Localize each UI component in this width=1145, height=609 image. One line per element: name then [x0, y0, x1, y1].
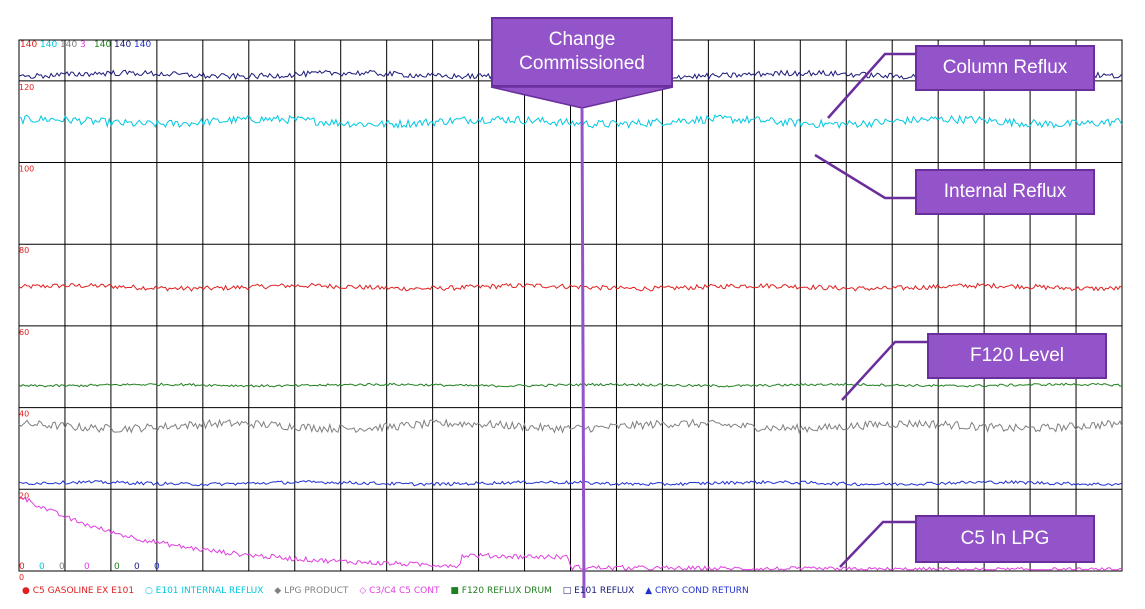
c5-in-lpg-label: C5 In LPG: [960, 528, 1050, 549]
chart-legend: ● C5 GASOLINE EX E101 ○ E101 INTERNAL RE…: [22, 586, 757, 596]
left-scale-tick: 60: [19, 328, 29, 337]
left-scale-tick: 100: [19, 165, 34, 174]
annotation-leaders: [490, 52, 927, 599]
c5-in-lpg-callout: C5 In LPG: [915, 515, 1095, 563]
top-range-label: 140: [94, 40, 111, 50]
annotation-leader: [814, 153, 915, 200]
series-line-f120-reflux-drum: [18, 382, 1123, 388]
left-scale-tick: 80: [19, 246, 29, 255]
change-commissioned-label: Change Commissioned: [519, 29, 645, 74]
change-commissioned-callout: Change Commissioned: [491, 17, 673, 87]
legend-marker-cryo-cond-return: ▲: [645, 586, 653, 596]
legend-item-c3c4-c5-cont[interactable]: ◇ C3/C4 C5 CONT: [359, 586, 442, 596]
legend-marker-internal-reflux: ○: [144, 586, 153, 596]
change-pointer: [490, 86, 674, 109]
internal-reflux-label: Internal Reflux: [943, 181, 1067, 202]
legend-label-cryo-cond-return: CRYO COND RETURN: [654, 586, 749, 596]
legend-item-lpg-product[interactable]: ◆ LPG PRODUCT: [274, 586, 351, 596]
change-marker-line: [580, 107, 586, 599]
legend-marker-f120-reflux-drum: ■: [450, 586, 459, 596]
legend-marker-c5-gasoline: ●: [22, 586, 30, 596]
f120-level-label: F120 Level: [969, 345, 1064, 366]
legend-label-e101-reflux: E101 REFLUX: [574, 586, 635, 596]
annotation-leader: [827, 52, 915, 119]
legend-marker-c3c4-c5-cont: ◇: [359, 586, 367, 596]
bottom-range-label: 0: [114, 562, 120, 572]
bottom-range-label: 0: [154, 562, 160, 572]
legend-label-f120-reflux-drum: F120 REFLUX DRUM: [461, 586, 552, 596]
series-line-lpg-product: [18, 418, 1123, 435]
left-scale-tick: 40: [19, 410, 29, 419]
bottom-range-label: 0: [134, 562, 140, 572]
top-range-label: 140: [134, 40, 151, 50]
left-scale-tick: 20: [19, 491, 29, 500]
bottom-range-label: 0: [84, 562, 90, 572]
legend-label-c3c4-c5-cont: C3/C4 C5 CONT: [369, 586, 440, 596]
top-range-label: 140: [40, 40, 57, 50]
bottom-range-label: 0: [59, 562, 65, 572]
series-line-c5-gasoline-ex-e101: [18, 282, 1123, 292]
top-range-label: 3: [80, 40, 86, 50]
legend-marker-e101-reflux: □: [562, 586, 572, 596]
legend-item-c5-gasoline[interactable]: ● C5 GASOLINE EX E101: [22, 586, 137, 596]
column-reflux-callout: Column Reflux: [915, 45, 1095, 91]
legend-label-c5-gasoline: C5 GASOLINE EX E101: [32, 586, 135, 596]
series-line-c3-c4-c5-cont: [18, 496, 1123, 571]
left-scale-tick: 120: [19, 83, 34, 92]
top-range-label: 140: [20, 40, 37, 50]
series-line-cryo-cond-return: [18, 479, 1123, 487]
chart-grid: [18, 39, 1123, 572]
annotation-leader: [839, 520, 915, 568]
bottom-range-label: 0: [39, 562, 45, 572]
internal-reflux-callout: Internal Reflux: [915, 169, 1095, 215]
legend-label-lpg-product: LPG PRODUCT: [284, 586, 349, 596]
column-reflux-label: Column Reflux: [942, 57, 1068, 78]
top-range-label: 140: [114, 40, 131, 50]
legend-item-e101-reflux[interactable]: □ E101 REFLUX: [563, 586, 637, 596]
f120-level-callout: F120 Level: [927, 333, 1107, 379]
left-scale-tick: 0: [19, 573, 24, 582]
annotation-leader: [841, 340, 927, 401]
legend-label-internal-reflux: E101 INTERNAL REFLUX: [155, 586, 264, 596]
top-range-label: 140: [60, 40, 77, 50]
legend-item-internal-reflux[interactable]: ○ E101 INTERNAL REFLUX: [145, 586, 266, 596]
legend-item-f120-reflux-drum[interactable]: ■ F120 REFLUX DRUM: [450, 586, 554, 596]
series-line-e101-internal-reflux: [18, 114, 1123, 130]
legend-item-cryo-cond-return[interactable]: ▲ CRYO COND RETURN: [645, 586, 749, 596]
bottom-range-label: 0: [19, 562, 25, 572]
legend-marker-lpg-product: ◆: [274, 586, 282, 596]
